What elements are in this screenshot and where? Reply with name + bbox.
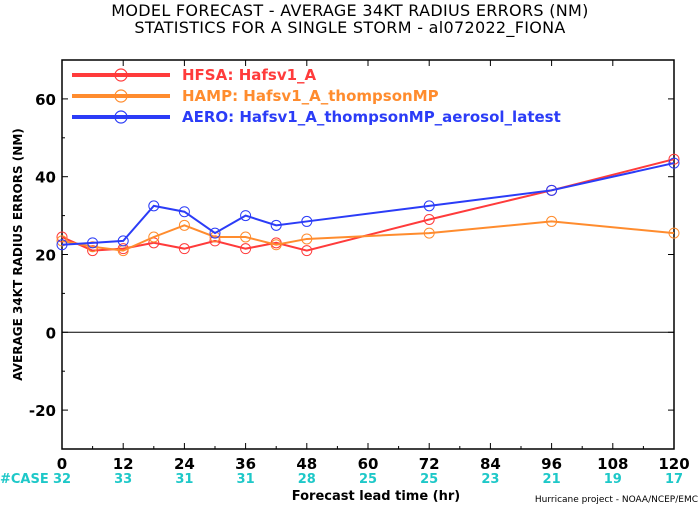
data-point-aero xyxy=(270,219,282,231)
x-tick-label: 12 xyxy=(113,455,134,473)
case-count: 19 xyxy=(604,472,622,487)
case-count: 23 xyxy=(481,472,499,487)
data-point-hfsa xyxy=(56,231,68,243)
legend-marker-aero xyxy=(114,110,128,124)
x-tick-label: 36 xyxy=(235,455,256,473)
case-count: 25 xyxy=(359,472,377,487)
credit-text: Hurricane project - NOAA/NCEP/EMC xyxy=(535,495,698,505)
data-point-hfsa xyxy=(301,245,313,257)
case-count: 21 xyxy=(543,472,561,487)
legend-label-aero: AERO: Hafsv1_A_thompsonMP_aerosol_latest xyxy=(182,108,561,126)
data-point-hamp xyxy=(87,241,99,253)
data-point-aero xyxy=(178,206,190,218)
data-point-aero xyxy=(668,157,680,169)
case-count: 31 xyxy=(237,472,255,487)
legend-label-hamp: HAMP: Hafsv1_A_thompsonMP xyxy=(182,87,439,105)
chart-subtitle: STATISTICS FOR A SINGLE STORM - al072022… xyxy=(134,18,566,37)
data-point-hamp xyxy=(148,231,160,243)
data-point-aero xyxy=(117,235,129,247)
data-point-hamp xyxy=(301,233,313,245)
case-count: 32 xyxy=(53,472,71,487)
case-row-label: #CASE xyxy=(0,472,49,487)
data-point-hfsa xyxy=(178,243,190,255)
x-tick-label: 120 xyxy=(658,455,689,473)
y-tick-label: 0 xyxy=(46,324,56,342)
data-point-hfsa xyxy=(668,153,680,165)
x-tick-label: 72 xyxy=(419,455,440,473)
x-tick-label: 60 xyxy=(358,455,379,473)
y-tick-label: 60 xyxy=(35,91,56,109)
data-point-aero xyxy=(148,200,160,212)
data-point-aero xyxy=(240,210,252,222)
data-point-hamp xyxy=(270,239,282,251)
data-point-aero xyxy=(546,184,558,196)
legend-marker-hfsa xyxy=(114,68,128,82)
legend-label-hfsa: HFSA: Hafsv1_A xyxy=(182,66,317,84)
data-point-hamp xyxy=(668,227,680,239)
x-tick-label: 24 xyxy=(174,455,195,473)
x-axis-label: Forecast lead time (hr) xyxy=(292,489,460,504)
case-count: 33 xyxy=(114,472,132,487)
data-point-aero xyxy=(301,215,313,227)
series-line-hamp xyxy=(61,220,675,252)
legend-marker-hamp xyxy=(114,89,128,103)
data-point-hamp xyxy=(423,227,435,239)
x-tick-label: 96 xyxy=(541,455,562,473)
case-count: 31 xyxy=(175,472,193,487)
case-count: 28 xyxy=(298,472,316,487)
x-tick-label: 0 xyxy=(57,455,67,473)
data-point-hamp xyxy=(546,215,558,227)
data-point-aero xyxy=(56,239,68,251)
y-tick-label: 40 xyxy=(35,169,56,187)
case-count: 17 xyxy=(665,472,683,487)
data-point-hfsa xyxy=(209,235,221,247)
data-point-hamp xyxy=(56,235,68,247)
y-axis-label: AVERAGE 34KT RADIUS ERRORS (NM) xyxy=(11,128,25,380)
data-point-hfsa xyxy=(423,213,435,225)
data-point-aero xyxy=(209,227,221,239)
y-tick-label: -20 xyxy=(29,402,56,420)
data-point-hfsa xyxy=(87,245,99,257)
case-count: 25 xyxy=(420,472,438,487)
series-line-aero xyxy=(61,162,675,246)
y-tick-label: 20 xyxy=(35,247,56,265)
data-point-hfsa xyxy=(240,243,252,255)
data-point-aero xyxy=(423,200,435,212)
data-point-hamp xyxy=(178,219,190,231)
chart-title: MODEL FORECAST - AVERAGE 34KT RADIUS ERR… xyxy=(111,1,589,20)
x-tick-label: 108 xyxy=(597,455,628,473)
x-tick-label: 84 xyxy=(480,455,501,473)
data-point-aero xyxy=(87,237,99,249)
x-tick-label: 48 xyxy=(296,455,317,473)
data-point-hamp xyxy=(240,231,252,243)
